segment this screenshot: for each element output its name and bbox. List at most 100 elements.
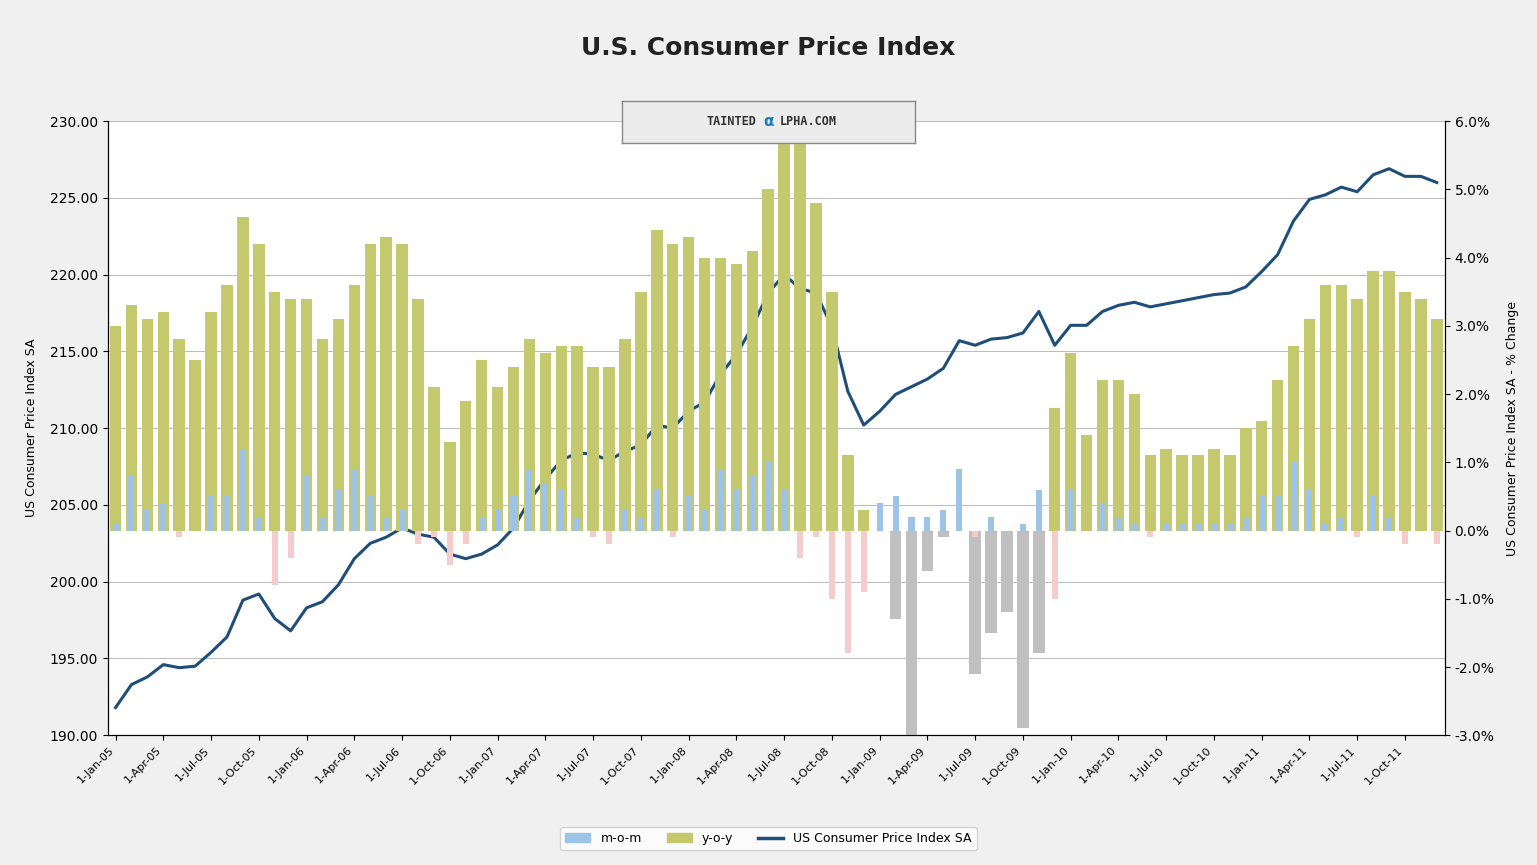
Bar (1208, 449, 1220, 530)
Bar (572, 346, 583, 530)
Bar (604, 367, 615, 530)
Bar (858, 510, 870, 530)
Bar (876, 503, 882, 530)
Bar (269, 292, 280, 530)
Bar (1259, 497, 1265, 530)
Bar (1399, 292, 1411, 530)
Bar (1288, 346, 1299, 530)
Bar (988, 517, 994, 530)
Bar (941, 510, 947, 530)
Bar (956, 469, 962, 530)
Bar (1099, 503, 1105, 530)
Bar (718, 469, 724, 530)
Bar (367, 497, 373, 530)
Bar (845, 530, 851, 653)
Bar (320, 517, 326, 530)
Bar (129, 476, 135, 530)
Bar (492, 388, 503, 530)
Bar (1116, 517, 1122, 530)
Bar (638, 517, 644, 530)
Bar (126, 305, 137, 530)
Bar (1273, 381, 1283, 530)
Bar (699, 258, 710, 530)
Bar (1017, 530, 1028, 728)
Bar (1306, 490, 1313, 530)
Bar (749, 476, 755, 530)
Bar (144, 510, 151, 530)
Bar (670, 530, 676, 537)
Bar (1145, 456, 1156, 530)
Bar (317, 339, 329, 530)
Bar (1383, 272, 1394, 530)
Bar (1240, 428, 1251, 530)
Bar (429, 388, 440, 530)
Bar (1113, 381, 1124, 530)
Bar (206, 312, 217, 530)
Bar (1369, 497, 1376, 530)
Bar (301, 298, 312, 530)
Bar (349, 285, 360, 530)
Bar (335, 490, 341, 530)
Bar (555, 346, 567, 530)
Bar (221, 285, 232, 530)
Bar (652, 230, 662, 530)
Bar (352, 469, 358, 530)
Bar (1243, 517, 1250, 530)
Bar (1051, 530, 1057, 599)
Bar (109, 326, 121, 530)
Bar (1227, 523, 1233, 530)
Bar (1194, 523, 1200, 530)
Bar (686, 497, 692, 530)
Text: U.S. Consumer Price Index: U.S. Consumer Price Index (581, 35, 956, 60)
Bar (364, 244, 377, 530)
Bar (1339, 517, 1345, 530)
Bar (1050, 407, 1061, 530)
Bar (1065, 353, 1076, 530)
Bar (1147, 530, 1153, 537)
Bar (447, 530, 453, 565)
Bar (924, 517, 930, 530)
Bar (1368, 272, 1379, 530)
Bar (908, 517, 915, 530)
Bar (842, 456, 853, 530)
Bar (590, 530, 596, 537)
Bar (1160, 449, 1171, 530)
Legend: m-o-m, y-o-y, US Consumer Price Index SA: m-o-m, y-o-y, US Consumer Price Index SA (561, 827, 976, 850)
Bar (813, 530, 819, 537)
Bar (587, 367, 599, 530)
Bar (1256, 421, 1268, 530)
Bar (827, 292, 838, 530)
Bar (476, 360, 487, 530)
Bar (463, 530, 469, 544)
Bar (635, 292, 647, 530)
Bar (558, 490, 564, 530)
Bar (1193, 456, 1203, 530)
Bar (400, 510, 406, 530)
Bar (1068, 490, 1074, 530)
Bar (1274, 497, 1280, 530)
Bar (1036, 490, 1042, 530)
Bar (1131, 523, 1137, 530)
Bar (332, 319, 344, 530)
Bar (240, 449, 246, 530)
Bar (730, 265, 742, 530)
Bar (412, 298, 424, 530)
Bar (1097, 381, 1108, 530)
Bar (893, 497, 899, 530)
Bar (1001, 530, 1013, 612)
Bar (381, 237, 392, 530)
Bar (810, 203, 822, 530)
Bar (778, 142, 790, 530)
Bar (495, 510, 501, 530)
Bar (781, 490, 787, 530)
Bar (1354, 530, 1360, 537)
Bar (510, 497, 516, 530)
Bar (177, 530, 183, 537)
Bar (397, 244, 407, 530)
Bar (828, 530, 835, 599)
Bar (1164, 523, 1170, 530)
Bar (905, 530, 918, 790)
Text: TAINTED: TAINTED (707, 115, 756, 129)
Bar (1176, 456, 1188, 530)
Bar (254, 244, 264, 530)
